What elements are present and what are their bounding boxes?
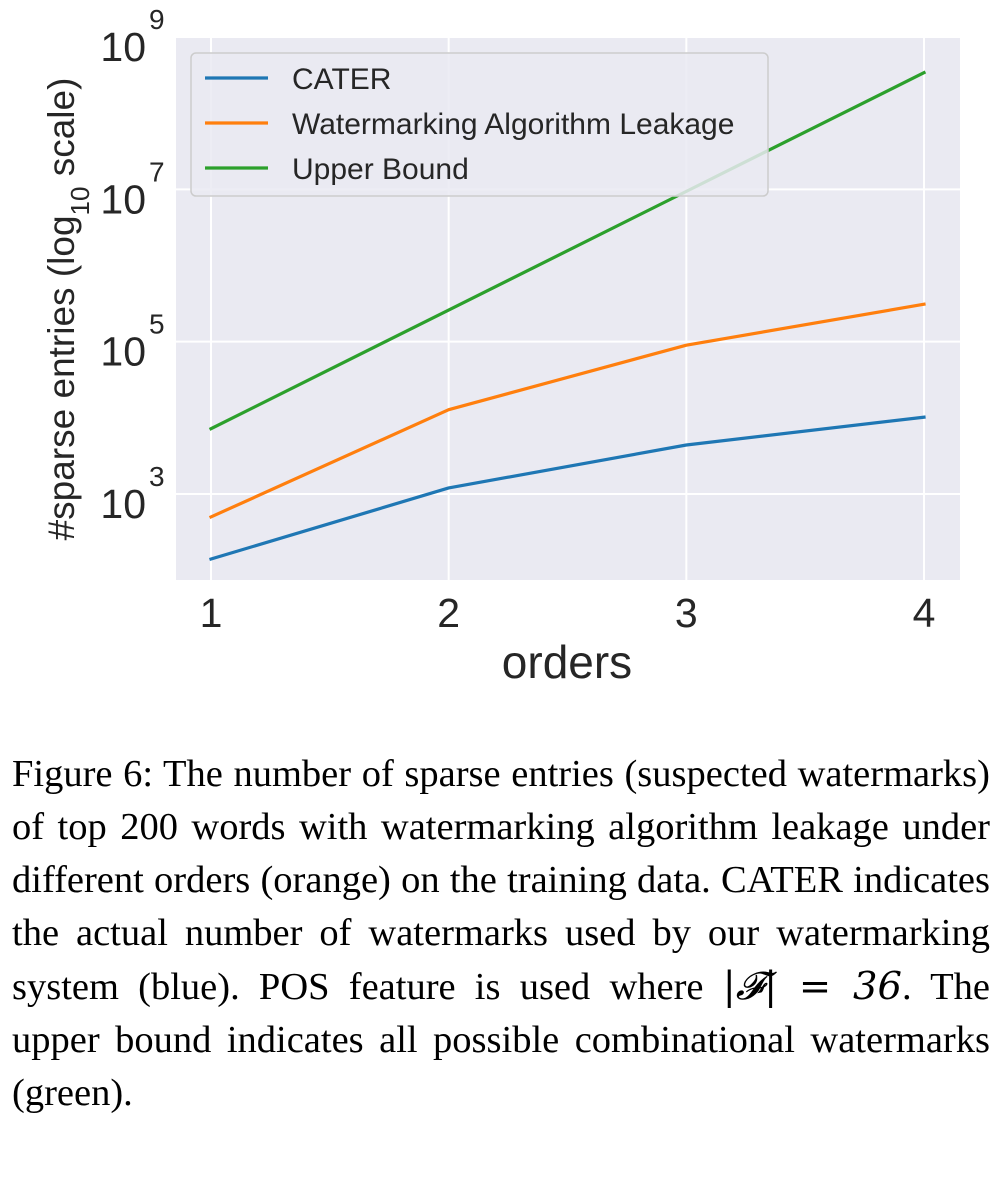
legend-item: Watermarking Algorithm Leakage <box>205 108 734 141</box>
y-axis-label: #sparse entries (log10 scale) <box>41 78 95 541</box>
series-line-upper-bound <box>208 70 927 431</box>
figure-caption: Figure 6: The number of sparse entries (… <box>12 748 990 1120</box>
y-tick-base: 10 <box>100 329 146 375</box>
y-tick-label: 105 <box>100 309 164 375</box>
x-tick-label: 4 <box>913 590 936 636</box>
legend: CATER Watermarking Algorithm Leakage Upper… <box>190 52 769 197</box>
y-tick-label: 107 <box>100 156 164 222</box>
y-tick-exponent: 9 <box>149 4 165 35</box>
x-tick-label: 2 <box>437 590 460 636</box>
y-tick-exponent: 3 <box>149 461 165 492</box>
caption-text: The number of sparse entries (suspected … <box>12 753 990 1008</box>
legend-label: Upper Bound <box>292 153 469 186</box>
y-tick-base: 10 <box>100 24 146 70</box>
legend-label: Watermarking Algorithm Leakage <box>292 108 734 141</box>
y-tick-label: 109 <box>100 4 164 70</box>
legend-box <box>190 52 769 197</box>
legend-label: CATER <box>292 63 391 96</box>
series-line-watermarking-algorithm-leakage <box>208 302 926 520</box>
x-tick-label: 3 <box>675 590 698 636</box>
caption-label: Figure 6: <box>12 753 154 795</box>
legend-item: CATER <box>205 63 391 96</box>
y-tick-base: 10 <box>100 176 146 222</box>
caption-math: |𝓕| = 36 <box>722 964 902 1009</box>
y-tick-base: 10 <box>100 481 146 527</box>
x-tick-labels: 1 2 3 4 <box>200 590 936 636</box>
series-line-cater <box>209 415 926 562</box>
legend-item: Upper Bound <box>205 153 469 186</box>
series-lines <box>208 70 927 562</box>
y-tick-exponent: 7 <box>149 156 165 187</box>
x-tick-label: 1 <box>200 590 223 636</box>
caption-text-end: . The upper bound indicates all possible… <box>12 966 990 1114</box>
y-tick-label: 103 <box>100 461 164 527</box>
x-axis-label: orders <box>502 636 632 688</box>
y-tick-exponent: 5 <box>149 309 165 340</box>
